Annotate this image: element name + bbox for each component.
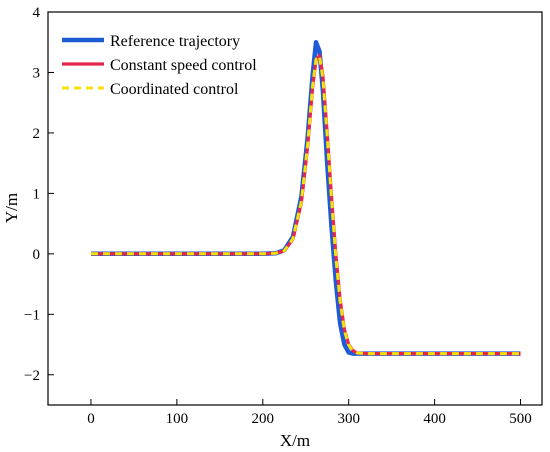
y-axis-title: Y/m [2,193,21,223]
legend: Reference trajectory Constant speed contr… [62,33,257,98]
legend-label-2: Constant speed control [110,57,257,74]
y-tick-label: 0 [33,247,41,263]
series-line-2 [91,53,521,356]
x-tick-label: 0 [87,411,95,427]
x-tick-label: 400 [423,411,446,427]
series-line-3 [91,54,521,356]
x-axis-title: X/m [280,431,310,450]
y-axis-ticks: −2 −1 0 1 2 3 4 [24,5,54,384]
y-tick-label: 4 [33,5,41,21]
x-tick-label: 100 [166,411,189,427]
x-tick-label: 500 [509,411,532,427]
legend-label-3: Coordinated control [110,81,239,98]
y-tick-label: 3 [33,65,41,81]
series-layer [91,39,521,356]
y-tick-label: −2 [24,368,40,384]
y-tick-label: −1 [24,307,40,323]
y-tick-label: 1 [33,186,41,202]
legend-label-1: Reference trajectory [110,33,240,50]
y-tick-label: 2 [33,126,41,142]
x-tick-label: 200 [252,411,275,427]
plot-frame [47,11,543,406]
x-tick-label: 300 [337,411,360,427]
x-axis-ticks: 0 100 200 300 400 500 [87,399,532,427]
